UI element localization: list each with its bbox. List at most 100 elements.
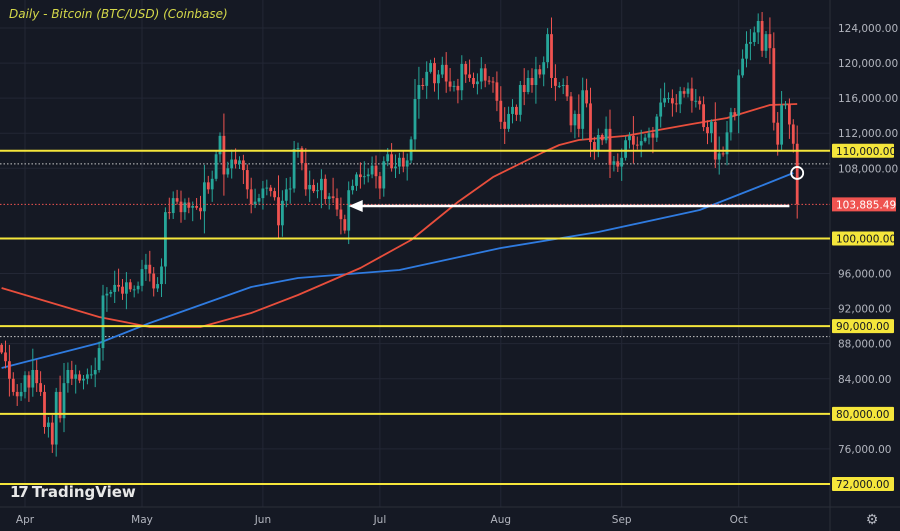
candle-body bbox=[776, 122, 780, 145]
candle-body bbox=[234, 159, 237, 164]
gear-icon[interactable]: ⚙ bbox=[865, 512, 879, 528]
candle-body bbox=[717, 153, 721, 160]
candle-body bbox=[171, 198, 175, 214]
candle-body bbox=[483, 68, 487, 81]
candle-body bbox=[370, 165, 374, 175]
candle-body bbox=[550, 34, 553, 78]
candle-body bbox=[702, 104, 705, 128]
candle-body bbox=[678, 91, 682, 105]
candle-body bbox=[444, 64, 448, 82]
level-label-box bbox=[832, 143, 894, 158]
candle-body bbox=[308, 184, 312, 190]
candle-body bbox=[503, 121, 507, 129]
candle-body bbox=[281, 200, 284, 226]
last-price-label: 103,885.49 bbox=[836, 199, 896, 211]
candle-body bbox=[460, 63, 464, 91]
moving-average-line-1 bbox=[1, 172, 794, 369]
candle-body bbox=[635, 144, 639, 146]
candle-body bbox=[167, 212, 171, 214]
candle-body bbox=[721, 153, 725, 155]
time-tick-label: Aug bbox=[491, 514, 512, 526]
candle-body bbox=[452, 85, 456, 87]
time-tick-label: Oct bbox=[730, 514, 748, 526]
candle-body bbox=[288, 188, 292, 190]
candle-body bbox=[140, 269, 144, 286]
candle-body bbox=[756, 20, 760, 33]
candle-body bbox=[632, 135, 635, 145]
candle-body bbox=[284, 189, 288, 201]
candle-body bbox=[343, 219, 347, 231]
candle-body bbox=[530, 77, 534, 85]
candle-body bbox=[561, 84, 565, 86]
candle-body bbox=[242, 160, 245, 171]
candle-body bbox=[132, 289, 136, 291]
candle-body bbox=[674, 103, 678, 105]
last-price-label-box bbox=[832, 197, 896, 212]
candle-body bbox=[23, 375, 27, 392]
level-label-box bbox=[832, 319, 894, 334]
level-label-box bbox=[832, 231, 894, 246]
level-label-box bbox=[832, 476, 894, 491]
candle-body bbox=[89, 374, 93, 376]
candle-body bbox=[616, 161, 620, 167]
price-tick-label: 84,000.00 bbox=[838, 374, 891, 386]
candle-body bbox=[706, 127, 709, 134]
candle-body bbox=[534, 69, 538, 85]
candle-body bbox=[386, 154, 390, 162]
candle-body bbox=[795, 143, 799, 205]
candle-body bbox=[682, 91, 686, 94]
candle-body bbox=[304, 163, 308, 190]
candle-body bbox=[421, 84, 425, 86]
candle-body bbox=[47, 422, 50, 427]
candle-body bbox=[448, 81, 452, 87]
candle-body bbox=[117, 284, 120, 287]
candle-body bbox=[327, 196, 331, 199]
candle-body bbox=[515, 106, 518, 115]
candle-body bbox=[440, 64, 444, 75]
level-label: 110,000.00 bbox=[836, 146, 896, 158]
candle-body bbox=[464, 63, 468, 75]
candle-body bbox=[31, 369, 35, 388]
candle-body bbox=[565, 84, 569, 97]
candle-body bbox=[273, 191, 276, 198]
candle-body bbox=[713, 121, 717, 160]
candle-body bbox=[628, 135, 631, 141]
candle-body bbox=[15, 391, 19, 397]
candle-body bbox=[663, 98, 666, 103]
candle-body bbox=[296, 148, 300, 150]
candle-body bbox=[507, 113, 510, 129]
candle-body bbox=[323, 178, 327, 199]
candle-body bbox=[179, 201, 183, 213]
candle-body bbox=[518, 84, 522, 115]
candle-body bbox=[647, 133, 651, 138]
candle-body bbox=[791, 124, 795, 144]
candle-body bbox=[710, 121, 713, 134]
candle-body bbox=[125, 282, 128, 294]
candle-body bbox=[58, 391, 62, 419]
candle-body bbox=[78, 374, 81, 381]
candle-body bbox=[152, 273, 156, 289]
candle-body bbox=[425, 71, 429, 86]
candle-body bbox=[70, 369, 74, 379]
level-label: 72,000.00 bbox=[836, 479, 889, 491]
candle-body bbox=[253, 201, 257, 205]
candle-body bbox=[585, 90, 588, 104]
candle-body bbox=[596, 134, 600, 150]
candle-body bbox=[105, 293, 109, 296]
candle-body bbox=[160, 266, 163, 285]
candle-body bbox=[331, 196, 335, 199]
candle-body bbox=[643, 137, 647, 142]
candle-body bbox=[784, 104, 787, 106]
candle-body bbox=[54, 391, 58, 445]
candle-body bbox=[8, 361, 11, 379]
candle-body bbox=[725, 132, 729, 155]
time-tick-label: Apr bbox=[16, 514, 35, 526]
candle-body bbox=[741, 58, 744, 76]
arrow-head bbox=[348, 200, 363, 213]
candle-body bbox=[11, 378, 15, 392]
candle-body bbox=[772, 48, 776, 123]
candle-body bbox=[265, 187, 269, 189]
candle-body bbox=[199, 207, 202, 212]
candle-body bbox=[733, 112, 737, 116]
